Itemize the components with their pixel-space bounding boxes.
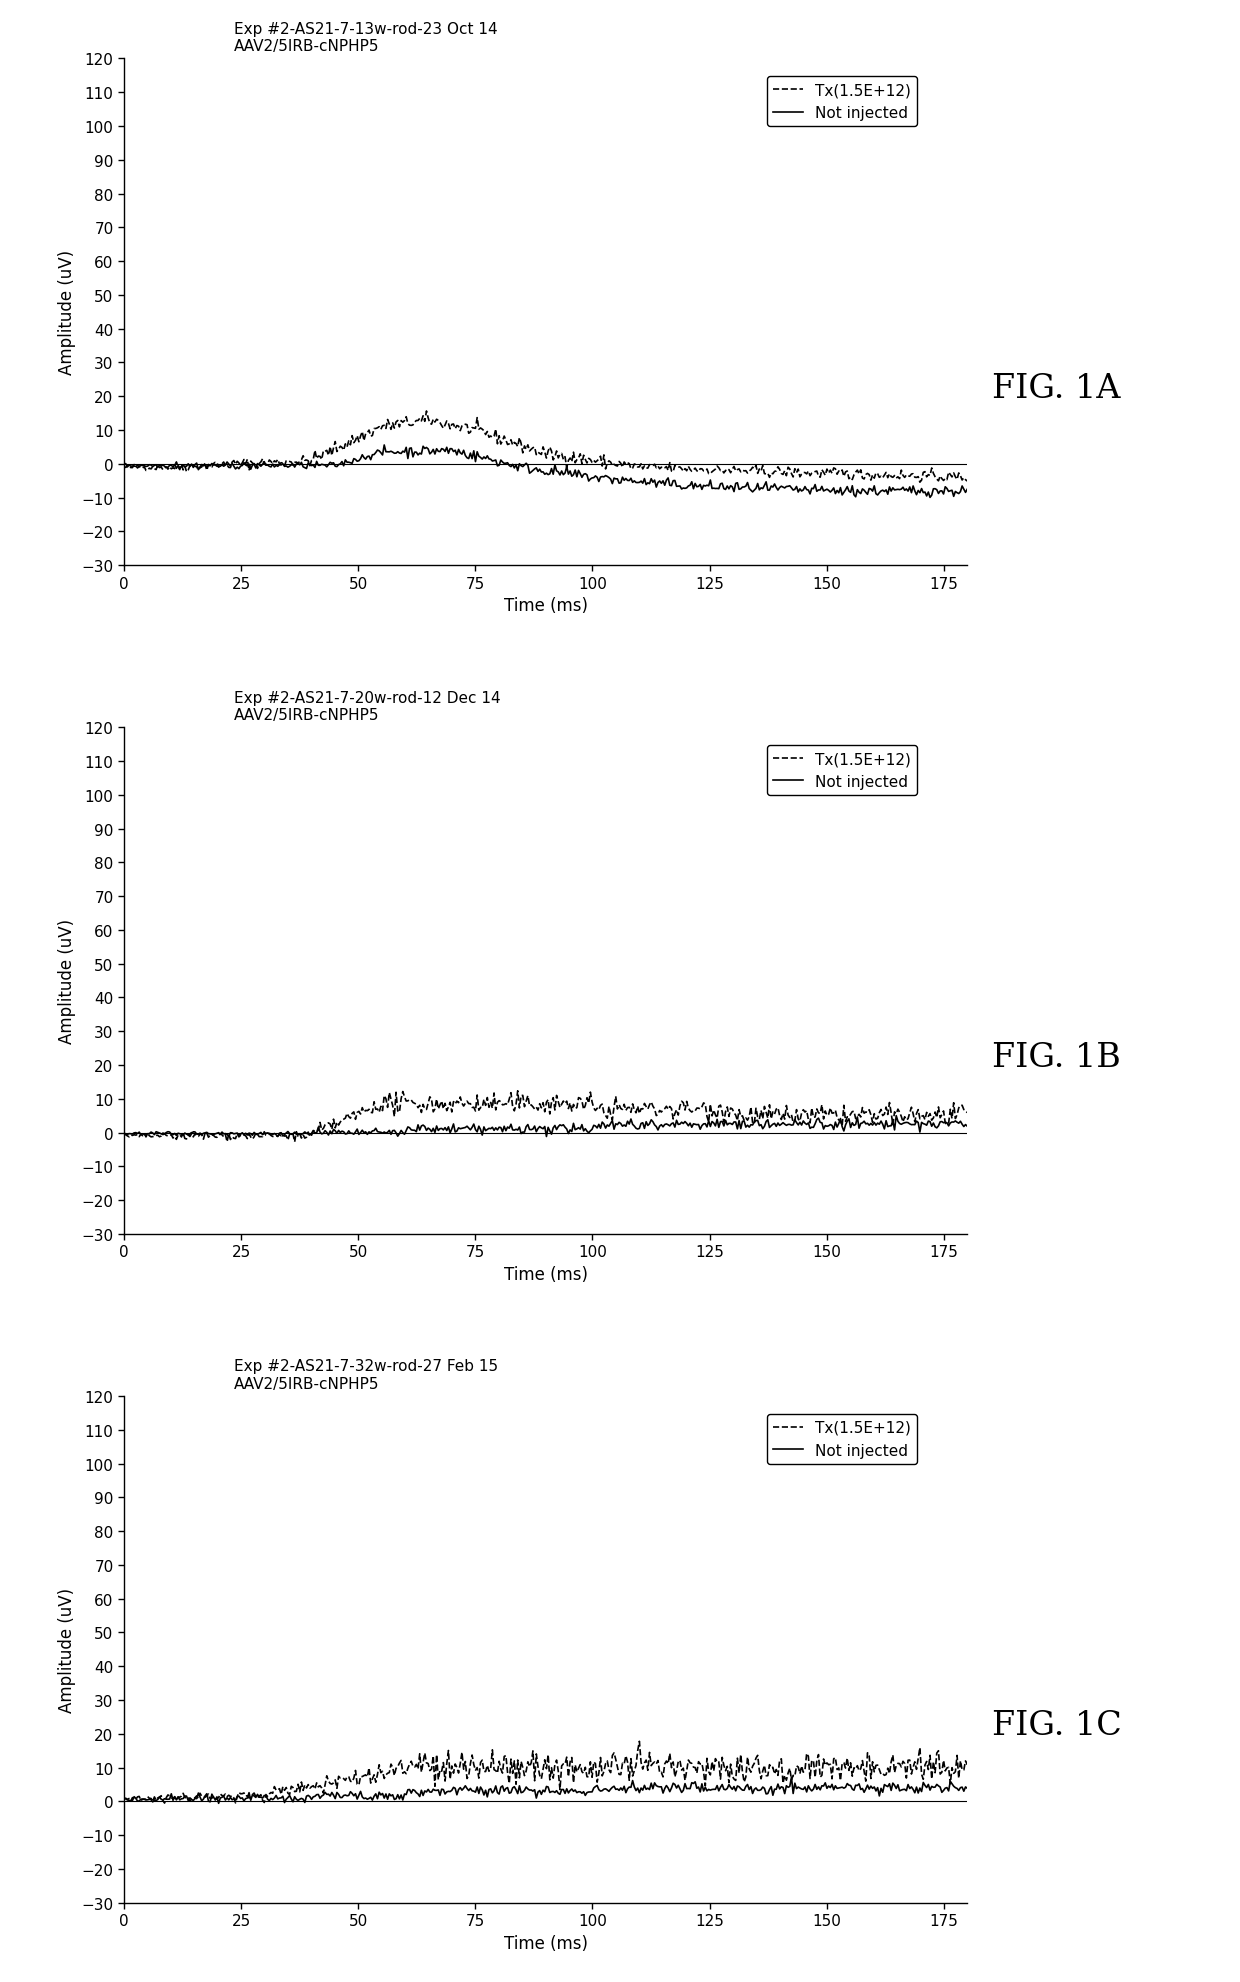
Tx(1.5E+12) bbox=[942, 464, 957, 488]
Not injected bbox=[523, 462, 538, 486]
Tx(1.5E+12) bbox=[523, 438, 538, 462]
Legend: Tx(1.5E+12), Not injected: Tx(1.5E+12), Not injected bbox=[766, 745, 918, 795]
Text: Exp #2-AS21-7-32w-rod-27 Feb 15
AAV2/5IRB-cNPHP5: Exp #2-AS21-7-32w-rod-27 Feb 15 AAV2/5IR… bbox=[233, 1358, 497, 1391]
Line: Not injected: Not injected bbox=[124, 446, 967, 497]
Not injected bbox=[518, 1116, 533, 1140]
Not injected bbox=[117, 454, 131, 478]
Not injected bbox=[810, 480, 825, 503]
Not injected bbox=[211, 1792, 226, 1816]
Not injected bbox=[923, 486, 937, 509]
Not injected bbox=[620, 1110, 635, 1134]
Tx(1.5E+12) bbox=[521, 1084, 536, 1108]
Text: FIG. 1C: FIG. 1C bbox=[992, 1710, 1122, 1742]
Not injected bbox=[574, 1114, 589, 1138]
X-axis label: Time (ms): Time (ms) bbox=[503, 1265, 588, 1282]
Tx(1.5E+12) bbox=[810, 460, 825, 484]
Tx(1.5E+12) bbox=[942, 1098, 957, 1122]
Tx(1.5E+12) bbox=[117, 1122, 131, 1146]
Not injected bbox=[620, 1778, 635, 1802]
Not injected bbox=[117, 1788, 131, 1812]
Line: Not injected: Not injected bbox=[124, 1116, 967, 1138]
Not injected bbox=[784, 1766, 799, 1790]
Not injected bbox=[574, 466, 589, 490]
Not injected bbox=[574, 1782, 589, 1806]
Tx(1.5E+12) bbox=[913, 472, 928, 496]
Tx(1.5E+12) bbox=[288, 1130, 303, 1154]
Tx(1.5E+12) bbox=[942, 1772, 957, 1796]
Not injected bbox=[942, 480, 957, 503]
Tx(1.5E+12) bbox=[419, 400, 434, 424]
Tx(1.5E+12) bbox=[620, 452, 635, 476]
Not injected bbox=[942, 1112, 957, 1136]
Tx(1.5E+12) bbox=[632, 1730, 647, 1754]
Tx(1.5E+12) bbox=[117, 1788, 131, 1812]
Tx(1.5E+12) bbox=[960, 1102, 975, 1126]
Not injected bbox=[270, 1126, 285, 1150]
Tx(1.5E+12) bbox=[518, 438, 533, 462]
Line: Not injected: Not injected bbox=[124, 1778, 967, 1804]
Y-axis label: Amplitude (uV): Amplitude (uV) bbox=[58, 918, 76, 1045]
Not injected bbox=[942, 1770, 957, 1794]
Not injected bbox=[518, 1776, 533, 1800]
Not injected bbox=[377, 434, 392, 458]
Not injected bbox=[960, 478, 975, 501]
Tx(1.5E+12) bbox=[811, 1102, 826, 1126]
Not injected bbox=[523, 1778, 538, 1802]
Tx(1.5E+12) bbox=[574, 452, 589, 476]
Not injected bbox=[960, 1776, 975, 1800]
Not injected bbox=[518, 452, 533, 476]
Line: Tx(1.5E+12): Tx(1.5E+12) bbox=[124, 1092, 967, 1142]
X-axis label: Time (ms): Time (ms) bbox=[503, 597, 588, 614]
Not injected bbox=[960, 1114, 975, 1138]
Tx(1.5E+12) bbox=[574, 1760, 589, 1784]
Not injected bbox=[889, 1104, 904, 1128]
Tx(1.5E+12) bbox=[117, 456, 131, 480]
Y-axis label: Amplitude (uV): Amplitude (uV) bbox=[58, 1588, 76, 1712]
Not injected bbox=[117, 1122, 131, 1146]
Tx(1.5E+12) bbox=[577, 1098, 591, 1122]
Tx(1.5E+12) bbox=[620, 1750, 635, 1774]
Not injected bbox=[523, 1118, 538, 1142]
Tx(1.5E+12) bbox=[811, 1742, 826, 1766]
X-axis label: Time (ms): Time (ms) bbox=[503, 1934, 588, 1952]
Not injected bbox=[811, 1776, 826, 1800]
Tx(1.5E+12) bbox=[621, 1096, 636, 1120]
Text: FIG. 1A: FIG. 1A bbox=[992, 373, 1121, 404]
Tx(1.5E+12) bbox=[960, 1752, 975, 1776]
Text: Exp #2-AS21-7-20w-rod-12 Dec 14
AAV2/5IRB-cNPHP5: Exp #2-AS21-7-20w-rod-12 Dec 14 AAV2/5IR… bbox=[233, 690, 500, 723]
Text: FIG. 1B: FIG. 1B bbox=[992, 1041, 1121, 1072]
Tx(1.5E+12) bbox=[526, 1096, 541, 1120]
Tx(1.5E+12) bbox=[960, 470, 975, 494]
Legend: Tx(1.5E+12), Not injected: Tx(1.5E+12), Not injected bbox=[766, 1413, 918, 1465]
Line: Tx(1.5E+12): Tx(1.5E+12) bbox=[124, 1742, 967, 1804]
Y-axis label: Amplitude (uV): Amplitude (uV) bbox=[58, 250, 76, 375]
Not injected bbox=[810, 1108, 825, 1132]
Tx(1.5E+12) bbox=[518, 1760, 533, 1784]
Legend: Tx(1.5E+12), Not injected: Tx(1.5E+12), Not injected bbox=[766, 77, 918, 127]
Text: Exp #2-AS21-7-13w-rod-23 Oct 14
AAV2/5IRB-cNPHP5: Exp #2-AS21-7-13w-rod-23 Oct 14 AAV2/5IR… bbox=[233, 22, 497, 54]
Line: Tx(1.5E+12): Tx(1.5E+12) bbox=[124, 412, 967, 484]
Tx(1.5E+12) bbox=[523, 1750, 538, 1774]
Tx(1.5E+12) bbox=[157, 1792, 172, 1816]
Not injected bbox=[620, 470, 635, 494]
Tx(1.5E+12) bbox=[511, 1080, 526, 1104]
